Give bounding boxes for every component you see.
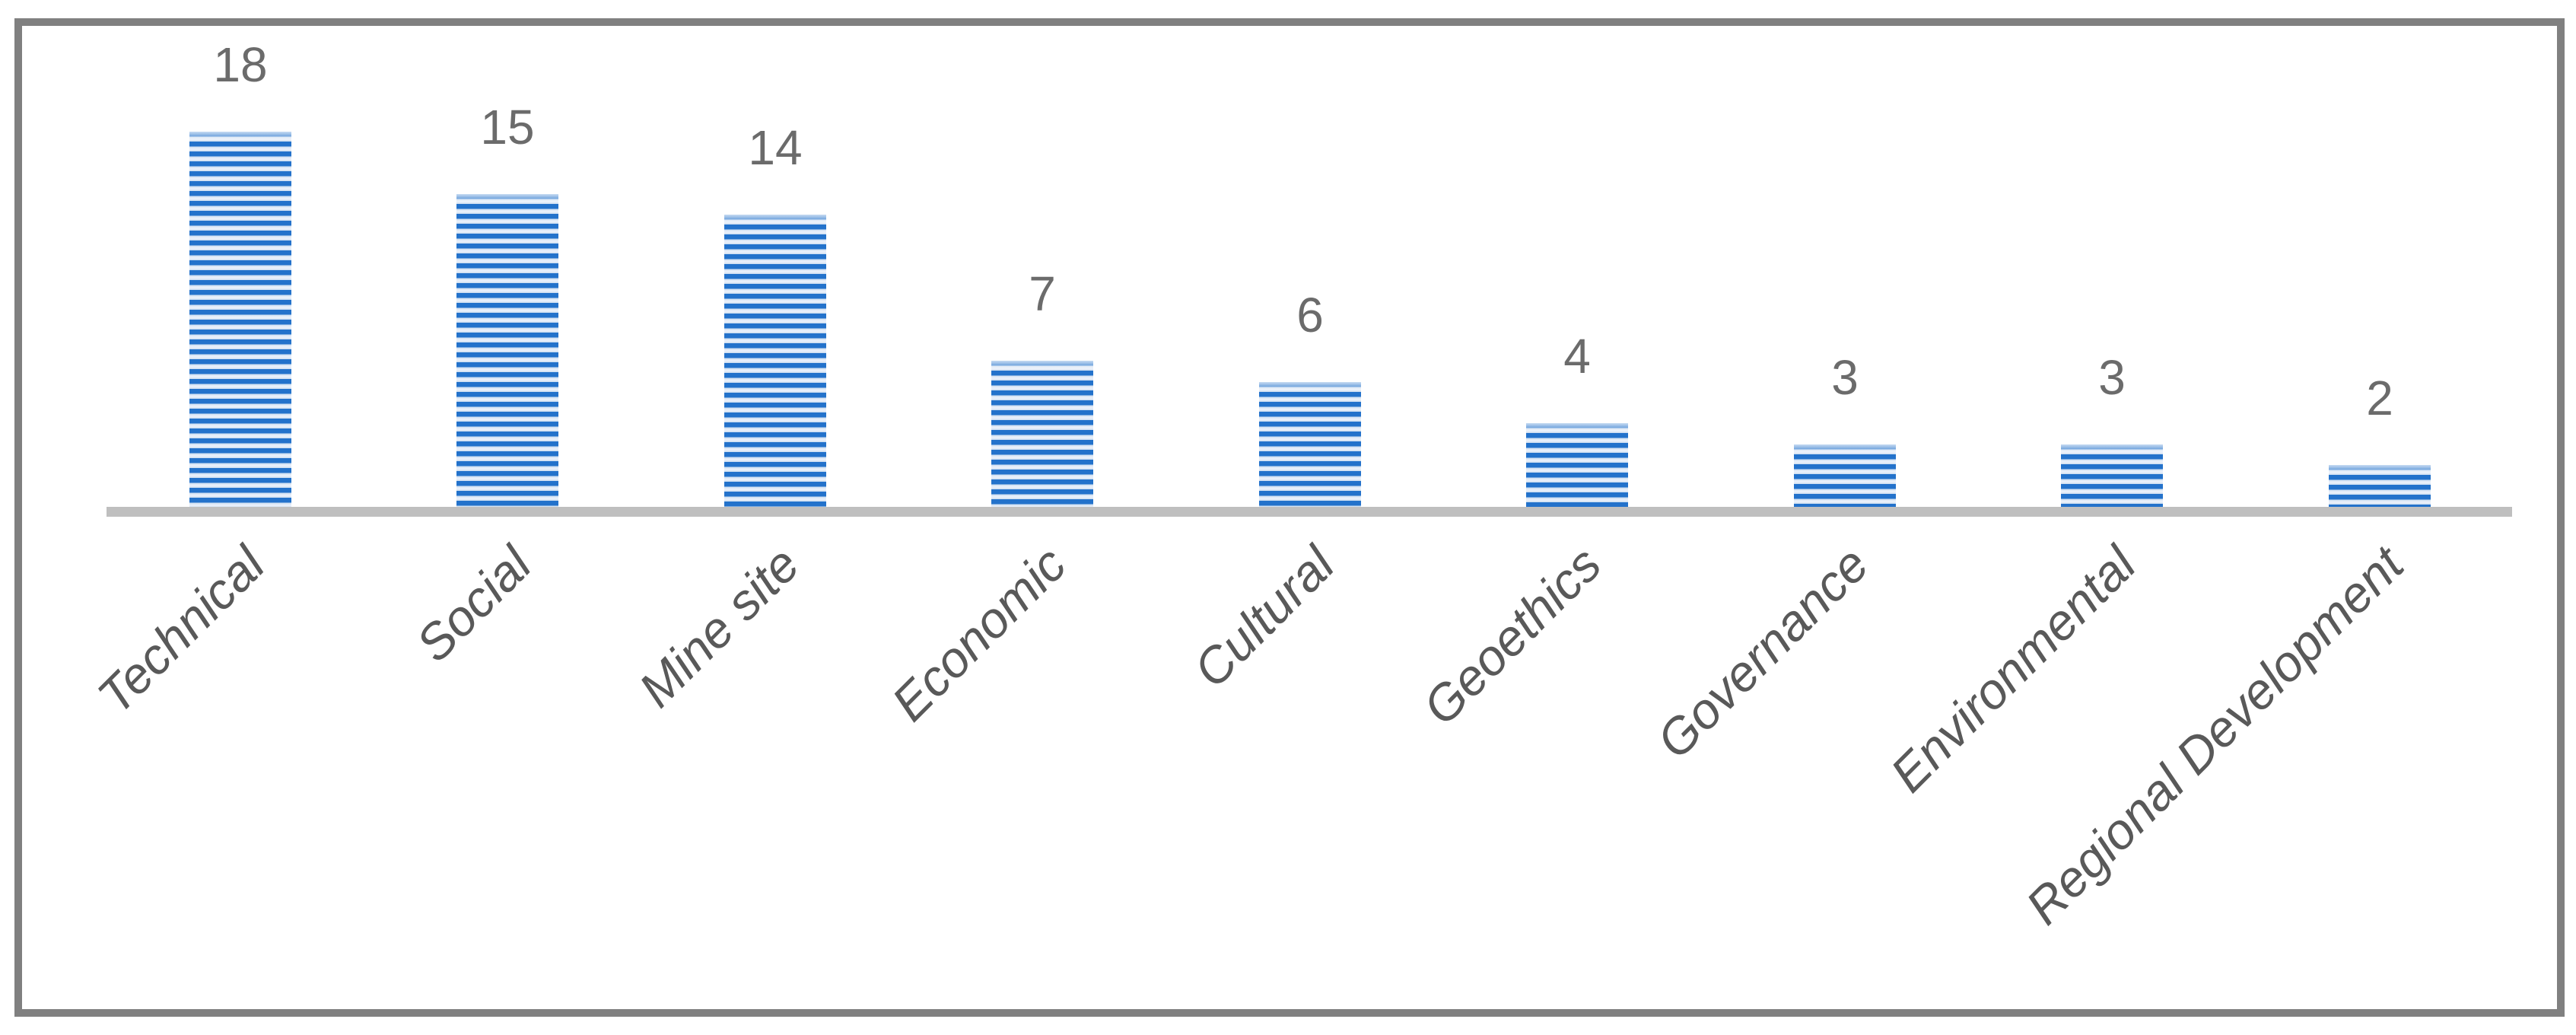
value-label: 3 bbox=[2098, 350, 2126, 405]
bar-governance bbox=[1794, 444, 1896, 507]
chart-border-frame bbox=[14, 18, 2565, 1017]
value-label: 4 bbox=[1563, 329, 1591, 384]
bar-economic bbox=[991, 361, 1093, 507]
bar-cultural bbox=[1259, 382, 1361, 507]
value-label: 3 bbox=[1831, 350, 1859, 405]
value-label: 2 bbox=[2366, 371, 2393, 425]
value-label: 6 bbox=[1296, 288, 1324, 342]
x-axis-line bbox=[107, 507, 2512, 517]
bar-environmental bbox=[2061, 444, 2163, 507]
bar-social bbox=[456, 194, 558, 507]
value-label: 18 bbox=[213, 37, 268, 92]
bar-mine-site bbox=[724, 215, 826, 507]
value-label: 15 bbox=[480, 100, 535, 154]
value-label: 7 bbox=[1029, 266, 1056, 321]
bar-technical bbox=[189, 132, 291, 507]
bar-geoethics bbox=[1526, 423, 1628, 507]
value-label: 14 bbox=[748, 120, 803, 175]
bar-regional-development bbox=[2329, 465, 2431, 507]
